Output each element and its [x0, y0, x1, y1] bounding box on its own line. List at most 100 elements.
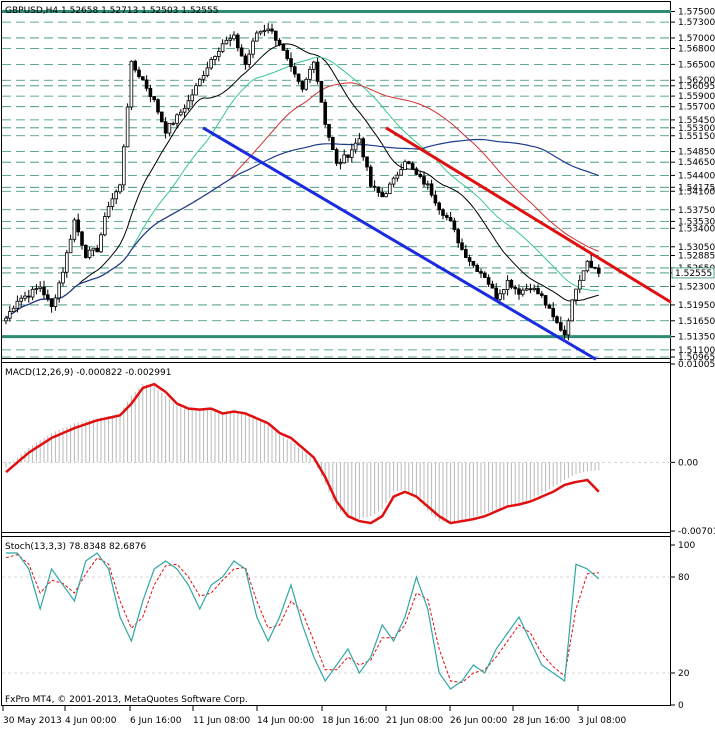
candle-body — [562, 329, 567, 336]
candle-body — [311, 61, 316, 70]
candle-body — [84, 244, 88, 258]
candle-body — [7, 311, 12, 319]
price-tick-label: 1.54850 — [678, 148, 715, 158]
time-tick-label: 3 Jul 08:00 — [578, 716, 627, 726]
macd-signal-line — [5, 382, 600, 525]
candle-body — [65, 252, 69, 273]
candle-body — [23, 295, 27, 299]
candle-body — [87, 249, 92, 258]
stoch-tick-label: 100 — [678, 541, 695, 551]
candle-body — [429, 183, 434, 196]
price-tick-label: 1.57500 — [678, 8, 715, 18]
price-tick-label: 1.51350 — [678, 333, 715, 343]
candle-body — [452, 220, 457, 231]
symbol-label: GBPUSD,H4 1.52658 1.52713 1.52503 1.5255… — [5, 6, 218, 16]
candle-body — [323, 101, 327, 125]
candle-body — [437, 202, 441, 211]
candle-body — [380, 192, 384, 198]
time-tick-label: 4 Jun 00:00 — [65, 716, 117, 726]
price-tick-label: 1.55700 — [678, 103, 715, 113]
candle-body — [315, 61, 320, 82]
macd-tick-label: 0.010055 — [678, 360, 715, 370]
price-tick-label: 1.53400 — [678, 224, 715, 234]
candle-body — [270, 28, 274, 32]
candle-body — [338, 162, 343, 165]
candle-body — [38, 286, 42, 289]
candle-body — [585, 260, 590, 272]
candle-body — [201, 75, 206, 80]
candle-body — [528, 288, 533, 291]
candle-body — [186, 100, 191, 109]
candle-body — [243, 55, 248, 65]
macd-tick-label: -0.007011 — [678, 527, 715, 537]
candle-body — [403, 161, 407, 171]
candles — [4, 23, 601, 341]
price-tick-label: 1.56095 — [678, 82, 715, 92]
time-tick-label: 6 Jun 16:00 — [130, 716, 182, 726]
candle-body — [220, 43, 225, 52]
candle-body — [361, 138, 365, 158]
candle-body — [509, 279, 514, 288]
candle-body — [327, 123, 331, 138]
candle-body — [482, 272, 487, 278]
price-tick-label: 1.55450 — [678, 116, 715, 126]
candle-body — [330, 136, 335, 150]
candle-body — [99, 234, 103, 253]
candle-body — [175, 114, 179, 124]
price-tick-label: 1.54650 — [678, 158, 715, 168]
candle-body — [463, 249, 468, 258]
time-tick-label: 18 Jun 16:00 — [322, 716, 379, 726]
macd-tick-label: 0.00 — [678, 458, 698, 468]
stoch-signal-line — [5, 554, 599, 684]
candle-body — [289, 58, 293, 68]
red-channel-line — [385, 126, 672, 304]
candle-body — [122, 146, 126, 186]
candle-body — [376, 186, 381, 193]
candle-body — [26, 295, 31, 298]
candle-body — [171, 122, 176, 125]
candle-body — [262, 30, 267, 33]
candle-body — [536, 287, 540, 295]
candle-body — [42, 286, 46, 296]
time-tick-label: 30 May 2013 — [3, 716, 62, 726]
moving-average-20 — [5, 43, 599, 319]
candle-body — [53, 297, 58, 307]
candle-body — [285, 49, 289, 59]
candle-body — [501, 289, 506, 295]
candle-body — [422, 176, 426, 185]
candle-body — [319, 80, 324, 103]
candle-body — [118, 184, 122, 193]
candle-body — [399, 169, 403, 176]
candle-body — [80, 231, 84, 246]
time-tick-label: 28 Jun 16:00 — [513, 716, 570, 726]
candle-body — [197, 78, 202, 87]
candle-body — [365, 156, 369, 168]
time-tick-label: 11 Jun 08:00 — [193, 716, 250, 726]
candle-body — [475, 264, 479, 272]
price-tick-label: 1.51650 — [678, 317, 715, 327]
candle-body — [414, 168, 419, 175]
price-tick-label: 1.53750 — [678, 206, 715, 216]
candle-body — [15, 300, 20, 309]
candle-body — [570, 299, 574, 322]
price-tick-label: 1.51100 — [678, 346, 715, 356]
stoch-label: Stoch(13,3,3) 78.8348 82.6876 — [5, 542, 146, 552]
macd-panel: 0.010055 0.00 -0.007011 — [2, 360, 715, 537]
candle-body — [72, 219, 77, 240]
candle-body — [103, 216, 107, 236]
candle-body — [216, 50, 221, 57]
candle-body — [300, 81, 305, 90]
price-tick-label: 1.50965 — [678, 353, 715, 363]
candle-body — [57, 282, 61, 299]
candle-body — [209, 59, 214, 69]
candle-body — [517, 288, 521, 295]
candle-body — [114, 191, 119, 200]
candle-body — [425, 183, 430, 186]
candle-body — [266, 28, 270, 32]
candle-body — [346, 154, 350, 158]
price-tick-label: 1.52885 — [678, 251, 715, 261]
candle-body — [239, 47, 244, 57]
price-tick-label: 1.54400 — [678, 171, 715, 181]
copyright-label: FxPro MT4, © 2001-2013, MetaQuotes Softw… — [5, 695, 248, 705]
time-axis: 30 May 2013 4 Jun 00:00 6 Jun 16:00 11 Jun … — [2, 705, 627, 726]
